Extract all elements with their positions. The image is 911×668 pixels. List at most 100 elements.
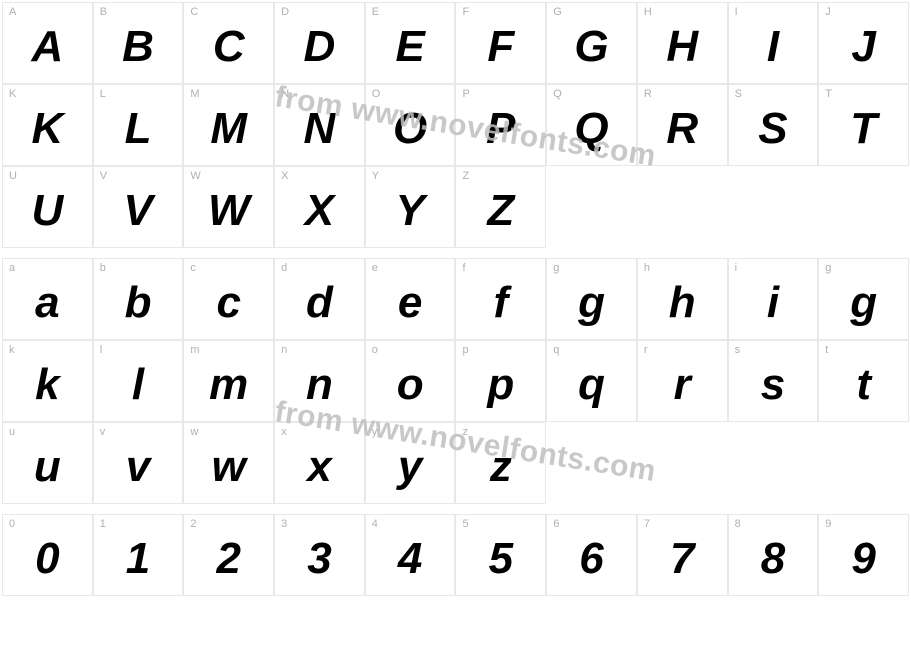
cell-label: t xyxy=(825,344,828,356)
cell-label: p xyxy=(462,344,468,356)
cell-glyph: 3 xyxy=(307,529,331,581)
cell-glyph: 1 xyxy=(126,529,150,581)
cell-label: T xyxy=(825,88,832,100)
glyph-cell: rr xyxy=(637,340,728,422)
glyph-cell: dd xyxy=(274,258,365,340)
glyph-cell: oo xyxy=(365,340,456,422)
cell-glyph: r xyxy=(674,355,691,407)
cell-glyph: 0 xyxy=(35,529,59,581)
glyph-cell: JJ xyxy=(818,2,909,84)
cell-glyph: P xyxy=(486,99,515,151)
glyph-cell: gg xyxy=(546,258,637,340)
cell-label: h xyxy=(644,262,650,274)
cell-glyph: t xyxy=(856,355,871,407)
glyph-cell: mm xyxy=(183,340,274,422)
glyph-cell: aa xyxy=(2,258,93,340)
cell-glyph: D xyxy=(304,17,336,69)
glyph-cell: WW xyxy=(183,166,274,248)
glyph-cell: pp xyxy=(455,340,546,422)
cell-label: Z xyxy=(462,170,469,182)
cell-label: q xyxy=(553,344,559,356)
cell-glyph: f xyxy=(494,273,509,325)
cell-glyph: c xyxy=(217,273,241,325)
glyph-cell: ff xyxy=(455,258,546,340)
glyph-cell: 66 xyxy=(546,514,637,596)
glyph-cell: tt xyxy=(818,340,909,422)
cell-label: H xyxy=(644,6,652,18)
glyph-cell: uu xyxy=(2,422,93,504)
cell-label: k xyxy=(9,344,15,356)
cell-label: S xyxy=(735,88,742,100)
cell-label: Y xyxy=(372,170,379,182)
cell-label: n xyxy=(281,344,287,356)
cell-glyph: B xyxy=(122,17,154,69)
cell-glyph: a xyxy=(35,273,59,325)
glyph-cell: ZZ xyxy=(455,166,546,248)
cell-label: R xyxy=(644,88,652,100)
cell-glyph: v xyxy=(126,437,150,489)
glyph-cell: NN xyxy=(274,84,365,166)
glyph-cell: AA xyxy=(2,2,93,84)
cell-label: J xyxy=(825,6,831,18)
cell-label: g xyxy=(553,262,559,274)
glyph-cell: nn xyxy=(274,340,365,422)
cell-glyph: 9 xyxy=(851,529,875,581)
cell-label: A xyxy=(9,6,16,18)
glyph-cell: YY xyxy=(365,166,456,248)
cell-glyph: b xyxy=(125,273,152,325)
glyph-cell: 00 xyxy=(2,514,93,596)
cell-label: d xyxy=(281,262,287,274)
glyph-cell: kk xyxy=(2,340,93,422)
section-spacer xyxy=(2,248,909,258)
cell-label: 5 xyxy=(462,518,468,530)
cell-glyph: O xyxy=(393,99,427,151)
glyph-cell: LL xyxy=(93,84,184,166)
glyph-cell: ii xyxy=(728,258,819,340)
cell-label: 2 xyxy=(190,518,196,530)
glyph-cell: ss xyxy=(728,340,819,422)
cell-label: W xyxy=(190,170,200,182)
cell-label: l xyxy=(100,344,102,356)
cell-glyph: g xyxy=(578,273,605,325)
cell-label: M xyxy=(190,88,199,100)
digits-section: 00 11 22 33 44 55 66 77 88 99 xyxy=(2,514,909,596)
glyph-cell: 33 xyxy=(274,514,365,596)
cell-label: V xyxy=(100,170,107,182)
glyph-cell: gg xyxy=(818,258,909,340)
glyph-cell: cc xyxy=(183,258,274,340)
cell-label: 4 xyxy=(372,518,378,530)
cell-glyph: H xyxy=(666,17,698,69)
glyph-cell: 11 xyxy=(93,514,184,596)
cell-glyph: z xyxy=(490,437,512,489)
cell-glyph: C xyxy=(213,17,245,69)
glyph-cell: OO xyxy=(365,84,456,166)
cell-glyph: U xyxy=(31,181,63,233)
cell-label: g xyxy=(825,262,831,274)
cell-glyph: R xyxy=(666,99,698,151)
uppercase-section: AA BB CC DD EE FF GG HH II JJ KK LL MM N… xyxy=(2,2,909,248)
cell-label: D xyxy=(281,6,289,18)
glyph-cell: KK xyxy=(2,84,93,166)
cell-label: 0 xyxy=(9,518,15,530)
glyph-cell: II xyxy=(728,2,819,84)
cell-glyph: q xyxy=(578,355,605,407)
cell-label: x xyxy=(281,426,287,438)
glyph-cell: 55 xyxy=(455,514,546,596)
cell-label: G xyxy=(553,6,562,18)
cell-label: 1 xyxy=(100,518,106,530)
glyph-cell: PP xyxy=(455,84,546,166)
cell-glyph: F xyxy=(487,17,514,69)
cell-glyph: 6 xyxy=(579,529,603,581)
cell-glyph: 4 xyxy=(398,529,422,581)
cell-glyph: W xyxy=(208,181,250,233)
cell-label: v xyxy=(100,426,106,438)
cell-label: o xyxy=(372,344,378,356)
cell-label: 9 xyxy=(825,518,831,530)
glyph-cell: DD xyxy=(274,2,365,84)
cell-glyph: s xyxy=(761,355,785,407)
cell-label: 3 xyxy=(281,518,287,530)
glyph-cell: 22 xyxy=(183,514,274,596)
lowercase-section: aa bb cc dd ee ff gg hh ii gg kk ll mm n… xyxy=(2,258,909,504)
cell-label: z xyxy=(462,426,468,438)
cell-label: 7 xyxy=(644,518,650,530)
